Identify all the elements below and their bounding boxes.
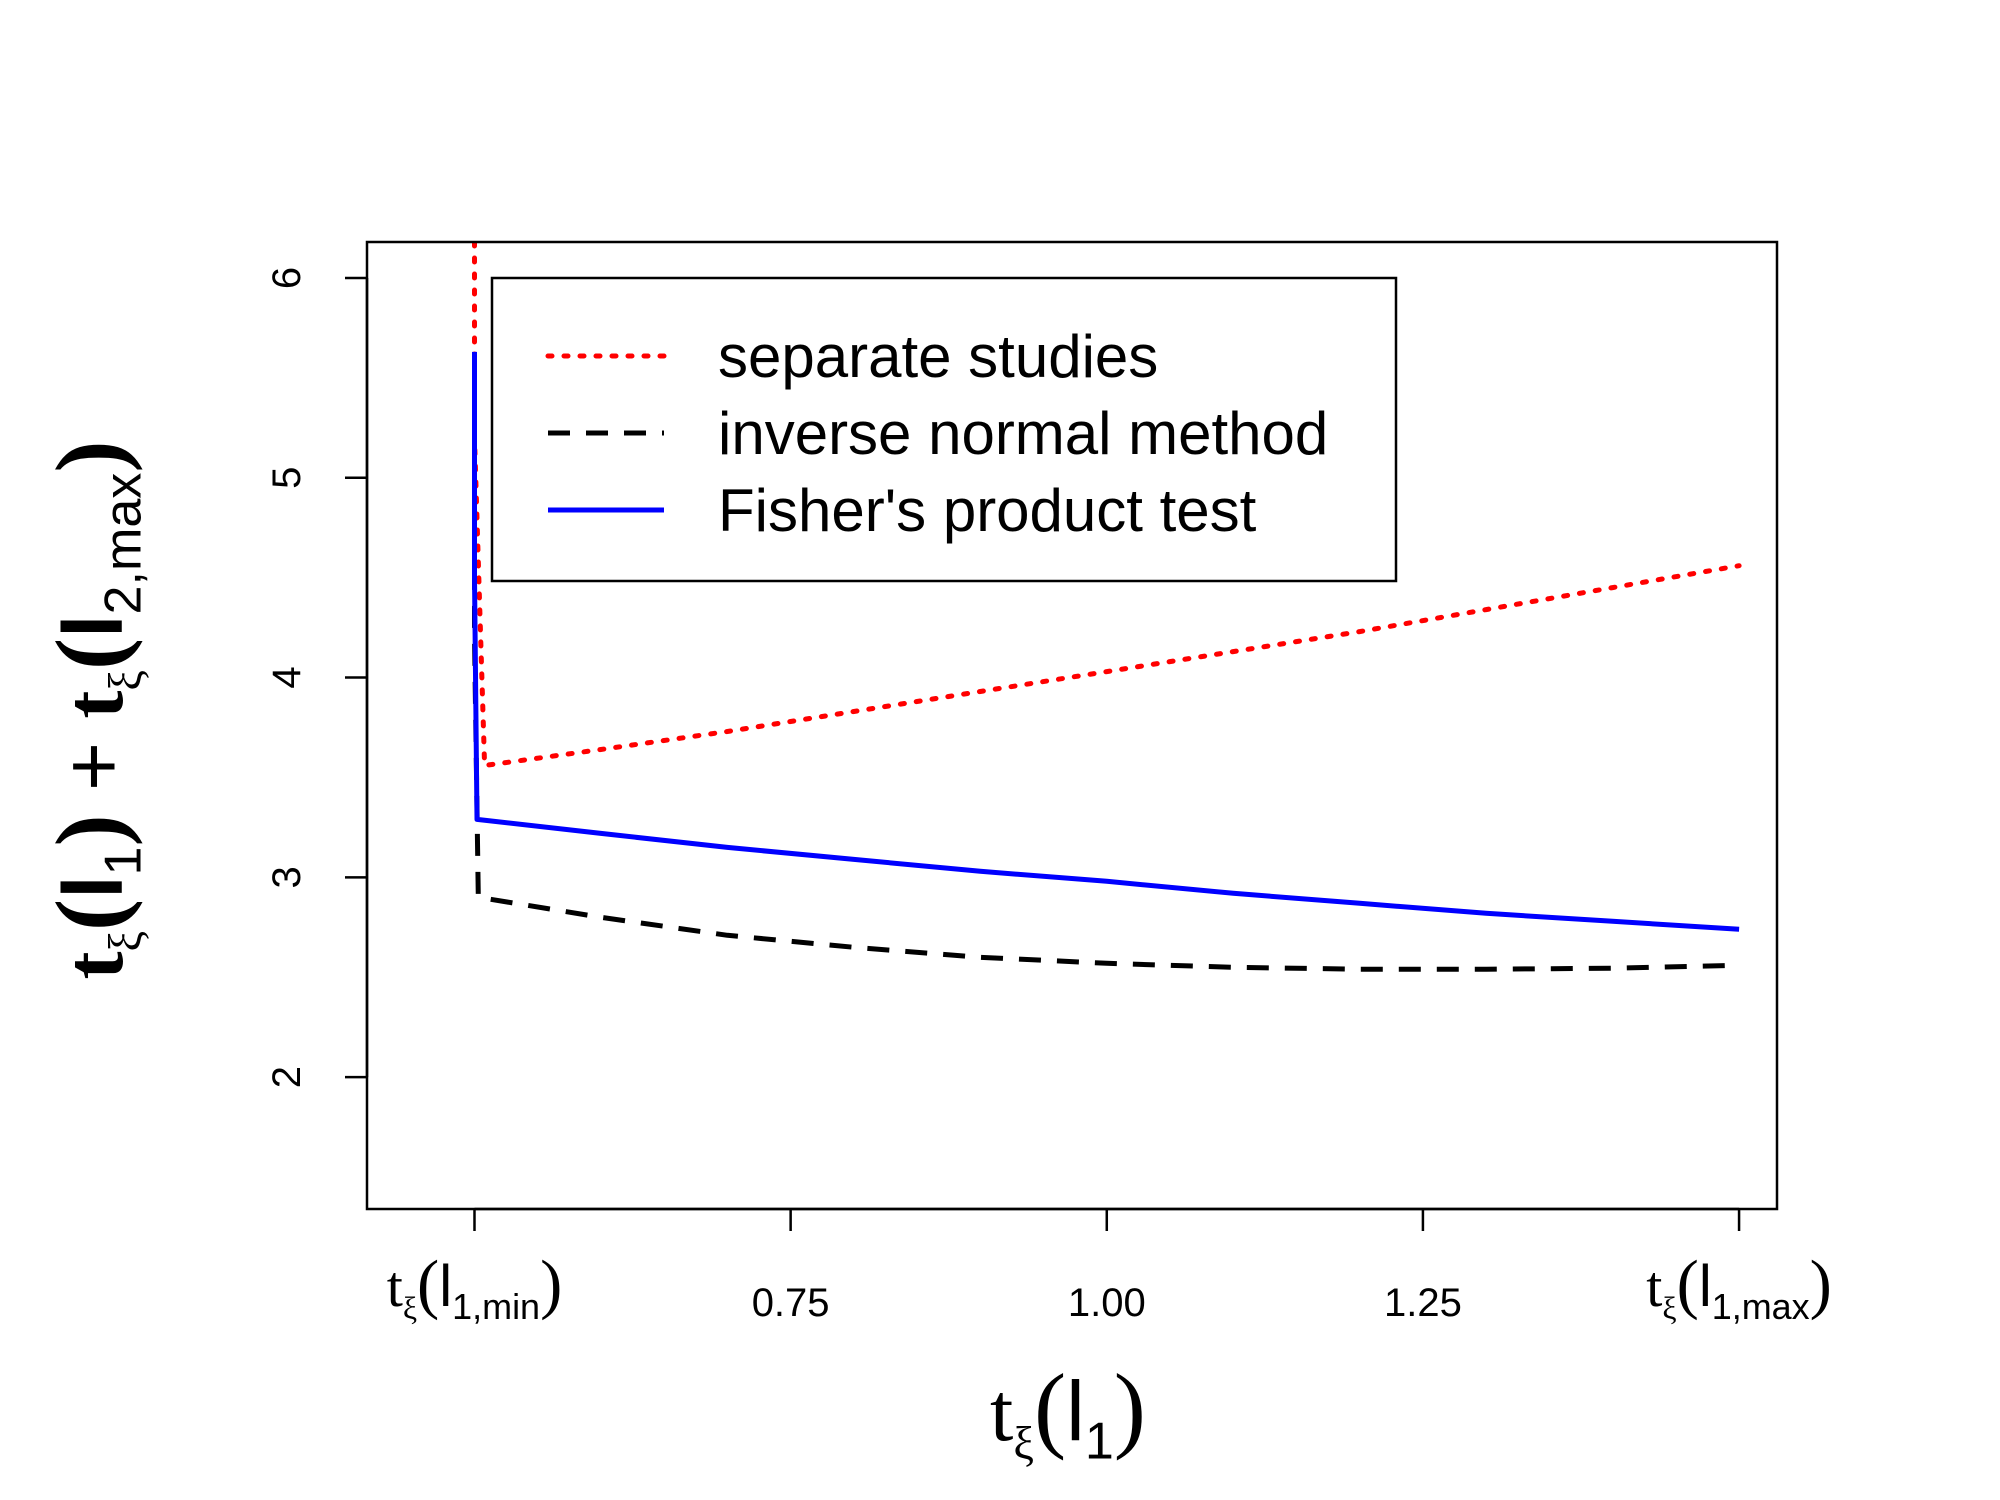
y-axis: 2 3 4 5 6	[265, 267, 369, 1088]
math-var: l	[46, 614, 140, 637]
math-open-paren: (	[1677, 1248, 1699, 1321]
x-tick-label-1: 0.75	[752, 1281, 830, 1325]
y-axis-label-text: tξ(l1) + tξ(l2,max)	[36, 440, 152, 979]
math-open-paren: (	[1034, 1354, 1066, 1461]
y-tick-label-2: 4	[265, 666, 309, 688]
x-axis-label-text: tξ(l1)	[990, 1354, 1146, 1470]
math-var-sub: 1,min	[452, 1286, 540, 1327]
x-tick-label-2: 1.00	[1068, 1281, 1146, 1325]
math-plus: +	[46, 719, 140, 815]
math-sub: ξ	[99, 931, 150, 952]
legend-label-2: Fisher's product test	[718, 477, 1257, 544]
math-sub: ξ	[99, 670, 150, 691]
math-var: l	[439, 1254, 452, 1319]
x-tick-label-3: 1.25	[1384, 1281, 1462, 1325]
math-close-paren: )	[540, 1248, 562, 1321]
y-tick-label-1: 3	[265, 866, 309, 888]
math-base: t	[387, 1254, 403, 1319]
legend: separate studies inverse normal method Fis…	[490, 276, 1398, 583]
math-close-paren: )	[36, 814, 143, 846]
math-sub: ξ	[1662, 1291, 1676, 1326]
legend-label-0: separate studies	[718, 323, 1158, 390]
math-open-paren: (	[417, 1248, 439, 1321]
series-layer	[472, 242, 1742, 972]
math-base: t	[990, 1366, 1013, 1459]
series-line-1	[472, 377, 1740, 972]
math-var-sub: 2,max	[94, 473, 152, 615]
x-axis: tξ(l1,min) 0.75 1.00 1.25 tξ(l1,max)	[387, 1207, 1832, 1327]
math-var: l	[1699, 1254, 1712, 1319]
legend-label-1: inverse normal method	[718, 400, 1328, 467]
x-tick-label-4: tξ(l1,max)	[1646, 1248, 1832, 1327]
math-open-paren: (	[36, 899, 143, 931]
math-close-paren: )	[1810, 1248, 1832, 1321]
math-var-sub: 1,max	[1712, 1286, 1810, 1327]
series-line-2	[472, 351, 1740, 932]
math-var-sub: 1	[1085, 1412, 1114, 1470]
math-close-paren: )	[1114, 1354, 1146, 1461]
math-base: t	[48, 691, 141, 719]
math-open-paren: (	[36, 638, 143, 670]
math-var: l	[46, 875, 140, 898]
y-axis-label-group: tξ(l1) + tξ(l2,max)	[36, 440, 152, 979]
math-var-sub: 1	[94, 846, 152, 875]
y-tick-label-4: 6	[265, 267, 309, 289]
series-line-0	[472, 242, 1742, 768]
x-axis-label: tξ(l1)	[990, 1354, 1146, 1470]
math-sub: ξ	[1013, 1417, 1034, 1468]
legend-box	[490, 276, 1398, 583]
x-tick-label-0: tξ(l1,min)	[387, 1248, 563, 1327]
y-tick-label-3: 5	[265, 467, 309, 489]
y-axis-label: tξ(l1) + tξ(l2,max)	[36, 440, 152, 979]
math-var: l	[1066, 1364, 1085, 1458]
math-sub: ξ	[403, 1291, 417, 1326]
y-tick-label-0: 2	[265, 1066, 309, 1088]
math-close-paren: )	[36, 440, 143, 472]
math-base: t	[48, 952, 141, 980]
math-base: t	[1646, 1254, 1662, 1319]
